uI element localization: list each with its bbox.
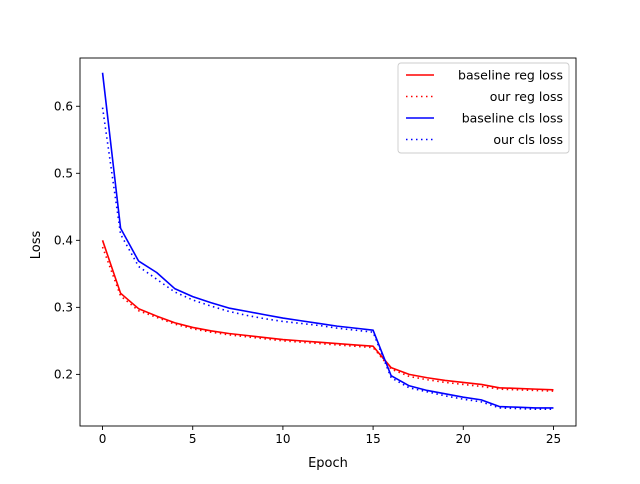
legend-label-1: baseline reg loss [458, 68, 563, 83]
x-tick-label: 15 [365, 432, 380, 446]
y-tick-label: 0.6 [54, 99, 73, 113]
series-line-1 [101, 240, 554, 391]
y-tick-label: 0.3 [54, 300, 73, 314]
y-axis-label: Loss [29, 231, 44, 260]
axes-frame [79, 57, 577, 427]
x-tick-label: 5 [189, 432, 197, 446]
series-line-3 [101, 72, 554, 409]
legend-box [397, 62, 570, 154]
y-tick-label: 0.5 [54, 166, 73, 180]
y-tick-label: 0.2 [54, 367, 73, 381]
series-line-2 [101, 246, 554, 392]
legend: baseline reg loss our reg loss baseline cl… [397, 62, 570, 154]
x-tick-label: 20 [456, 432, 471, 446]
x-tick-label: 25 [546, 432, 561, 446]
legend-label-4: our cls loss [493, 132, 563, 147]
axes-layer: 0 5 10 15 20 25 0.2 0.3 0.4 0.5 0.6 [54, 57, 577, 446]
y-tick-label: 0.4 [54, 233, 73, 247]
x-tick-label: 0 [99, 432, 107, 446]
x-axis-label: Epoch [308, 456, 348, 471]
x-tick-label: 10 [275, 432, 290, 446]
legend-label-3: baseline cls loss [462, 111, 563, 126]
series-layer [101, 72, 554, 411]
legend-label-2: our reg loss [490, 89, 563, 104]
